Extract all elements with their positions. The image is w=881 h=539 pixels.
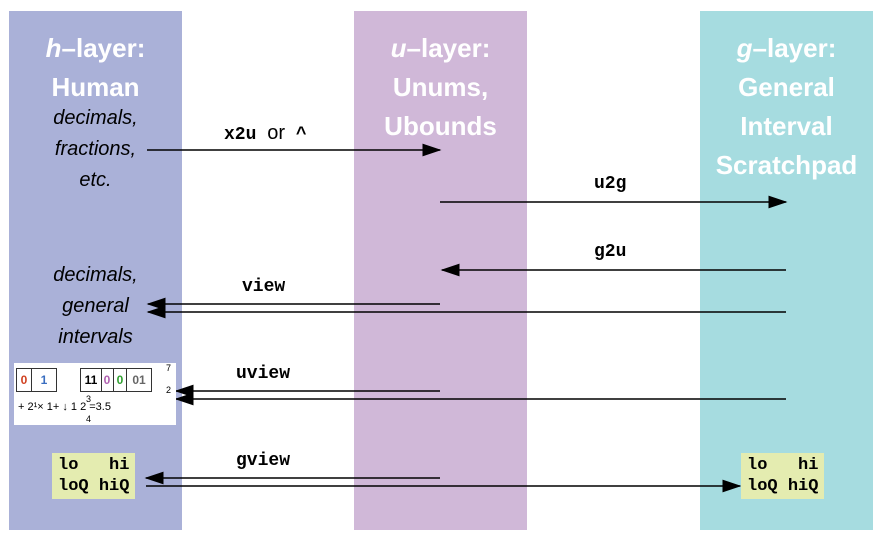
view-label: view [242,277,286,297]
u-layer-heading: u–layer: [354,29,527,68]
unum-bit-display: 0 1 11 0 0 01 7 2 3 4 + 2¹× 1+ ↓ 1 2 =3.… [14,363,176,425]
u-layer-subtitle-1: Unums, [392,72,489,102]
g-layer-subtitle-1: General [738,72,835,102]
x2u-label: x2u or ^ [224,122,307,145]
exponent-bits: 1 [32,368,57,392]
hi-label: hi [798,456,819,475]
loQ-label: loQ [58,477,89,496]
h-layer-column: h–layer: Human decimals, fractions, etc.… [9,11,182,530]
g-gview-row-1: lo hi [747,455,818,476]
h-note-top-2: fractions, [54,138,137,160]
ubit: 0 [101,368,114,392]
sign-bit: 0 [16,368,32,392]
hi-label: hi [109,456,130,475]
x2u-text: x2u [224,125,257,145]
g-layer-subtitle-2: Interval [740,111,833,141]
u-layer-subtitle-2: Ubounds [384,111,497,141]
h-note-top-1: decimals, [53,107,138,129]
h-layer-letter: h [45,33,62,63]
or-text: or [267,122,286,144]
h-note-mid-2: general [62,295,129,317]
h-layer-suffix: –layer: [61,33,146,63]
h-gview-row-1: lo hi [58,455,129,476]
g-layer-letter: g [736,33,753,63]
frac-numerator: 3 [86,394,92,404]
value-denominator: 2 [166,385,172,395]
lo-label: lo [747,456,768,475]
g2u-label: g2u [594,242,627,262]
loQ-label: loQ [747,477,778,496]
g-gview-box: lo hi loQ hiQ [741,453,825,499]
hiQ-label: hiQ [787,477,819,496]
unum-expression: + 2¹× 1+ ↓ 1 2 =3.5 [18,401,111,413]
g-layer-subtitle-3: Scratchpad [715,150,858,180]
g-layer-heading: g–layer: [700,29,873,68]
g-layer-suffix: –layer: [752,33,837,63]
u2g-label: u2g [594,174,627,194]
hiQ-label: hiQ [98,477,130,496]
h-note-top-3: etc. [79,169,112,191]
fraction-bits: 11 [80,368,102,392]
h-layer-subtitle: Human [51,72,140,102]
uview-label: uview [236,364,291,384]
es-bits: 0 [114,368,127,392]
u-layer-letter: u [390,33,407,63]
u-layer-suffix: –layer: [406,33,491,63]
caret-text: ^ [295,125,307,145]
fs-bits: 01 [127,368,152,392]
h-layer-heading: h–layer: [9,29,182,68]
gview-label: gview [236,451,291,471]
h-note-mid-1: decimals, [53,264,138,286]
h-gview-box: lo hi loQ hiQ [52,453,136,499]
lo-label: lo [58,456,79,475]
value-numerator: 7 [166,363,172,373]
frac-denominator: 4 [86,414,92,424]
h-note-mid-3: intervals [58,326,133,348]
h-gview-row-2: loQ hiQ [58,476,129,497]
g-gview-row-2: loQ hiQ [747,476,818,497]
